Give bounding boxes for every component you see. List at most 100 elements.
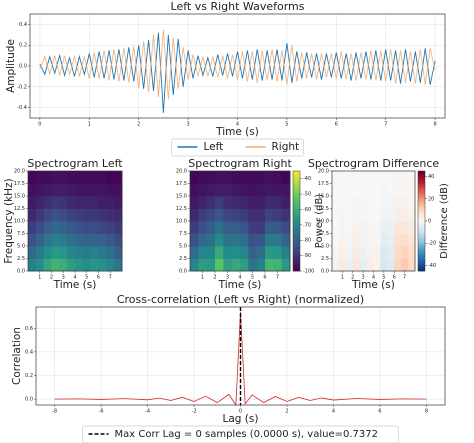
heat-cell [345, 183, 354, 197]
heat-cell [394, 171, 402, 184]
heat-cell [352, 196, 361, 209]
heat-cell [82, 196, 92, 209]
heat-cell [248, 258, 258, 272]
heat-cell [394, 246, 402, 259]
colorbar-step [293, 238, 300, 242]
heat-cell [35, 221, 45, 234]
colorbar-step [293, 208, 300, 212]
colorbar-step [418, 251, 425, 254]
heat-cell [380, 221, 388, 234]
colorbar-tick-label: -40 [428, 263, 436, 269]
heat-cell [28, 208, 37, 222]
y-tick-label: 7.5 [179, 231, 187, 237]
heat-cell [223, 246, 233, 259]
colorbar-step [293, 196, 300, 199]
heat-cell [281, 183, 291, 197]
x-tick-label: 3 [226, 275, 229, 281]
y-tick-label: 12.5 [176, 206, 187, 212]
heat-cell [106, 233, 115, 247]
heat-cell [401, 171, 409, 184]
colorbar-tick-label: -50 [303, 192, 311, 198]
heat-cell [114, 196, 123, 209]
heat-cell [352, 246, 361, 259]
heat-cell [43, 183, 52, 197]
heat-cell [359, 196, 367, 209]
heat-cell [332, 233, 340, 247]
heat-cell [248, 171, 258, 184]
x-tick-label: 2 [285, 409, 288, 415]
colorbar-step [418, 236, 425, 239]
colorbar-step [293, 188, 300, 192]
heat-cell [223, 258, 233, 272]
heat-cell [408, 171, 416, 184]
colorbar-tick-label: -100 [303, 269, 314, 275]
y-tick-label: 0.0 [19, 64, 27, 70]
heat-cell [215, 208, 224, 222]
y-tick-label: 0.0 [25, 397, 33, 403]
heat-cell [190, 233, 199, 247]
heat-cell [59, 221, 68, 234]
y-tick-label: 17.5 [14, 181, 25, 187]
heat-cell [206, 246, 216, 259]
heat-cell [35, 258, 45, 272]
heat-cell [82, 208, 92, 222]
y-tick-label: 0.4 [25, 349, 33, 355]
heat-cell [215, 258, 224, 272]
colorbar-tick-label: 20 [428, 196, 434, 202]
heat-cell [190, 221, 199, 234]
heat-cell [373, 221, 381, 234]
heat-cell [265, 183, 274, 197]
colorbar-step [418, 193, 425, 197]
heat-cell [82, 258, 92, 272]
heat-cell [35, 246, 45, 259]
heat-cell [106, 183, 115, 197]
heat-cell [231, 171, 241, 184]
y-tick-label: 2.5 [17, 256, 25, 262]
heat-cell [98, 183, 107, 197]
heat-cell [28, 258, 37, 272]
heat-cell [67, 183, 76, 197]
heat-cell [401, 196, 409, 209]
x-tick-label: 4 [73, 275, 76, 281]
heat-cell [387, 196, 395, 209]
x-tick-label: 4 [332, 409, 335, 415]
x-tick-label: 7 [384, 122, 387, 128]
x-tick-label: 5 [382, 275, 385, 281]
y-tick-label: 15.0 [14, 194, 25, 200]
heat-cell [114, 258, 123, 272]
heat-cell [408, 258, 416, 272]
heat-cell [240, 196, 249, 209]
heat-cell [28, 221, 37, 234]
heat-cell [114, 208, 123, 222]
colorbar-step [418, 171, 425, 174]
heat-cell [273, 221, 283, 234]
colorbar-step [418, 208, 425, 212]
x-tick-label: 6 [378, 409, 381, 415]
heat-cell [67, 246, 76, 259]
heat-cell [75, 233, 84, 247]
heat-cell [408, 196, 416, 209]
colorbar-step [418, 256, 425, 259]
heat-cell [59, 233, 68, 247]
heat-cell [387, 233, 395, 247]
heat-cell [332, 208, 340, 222]
heat-cell [75, 258, 84, 272]
heat-cell [338, 246, 347, 259]
colorbar-step [418, 268, 425, 272]
colorbar-step [293, 258, 300, 262]
heat-cell [248, 196, 258, 209]
heat-cell [98, 233, 107, 247]
heat-cell [106, 258, 115, 272]
heat-cell [35, 183, 45, 197]
heat-cell [373, 258, 381, 272]
colorbar-step [418, 263, 425, 267]
heat-cell [75, 208, 84, 222]
colorbar-step [418, 246, 425, 249]
heat-cell [35, 233, 45, 247]
heat-cell [248, 233, 258, 247]
heat-cell [387, 258, 395, 272]
colorbar-step [418, 266, 425, 269]
heat-cell [43, 246, 52, 259]
y-tick-label: 0.2 [19, 43, 27, 49]
heat-cell [359, 233, 367, 247]
